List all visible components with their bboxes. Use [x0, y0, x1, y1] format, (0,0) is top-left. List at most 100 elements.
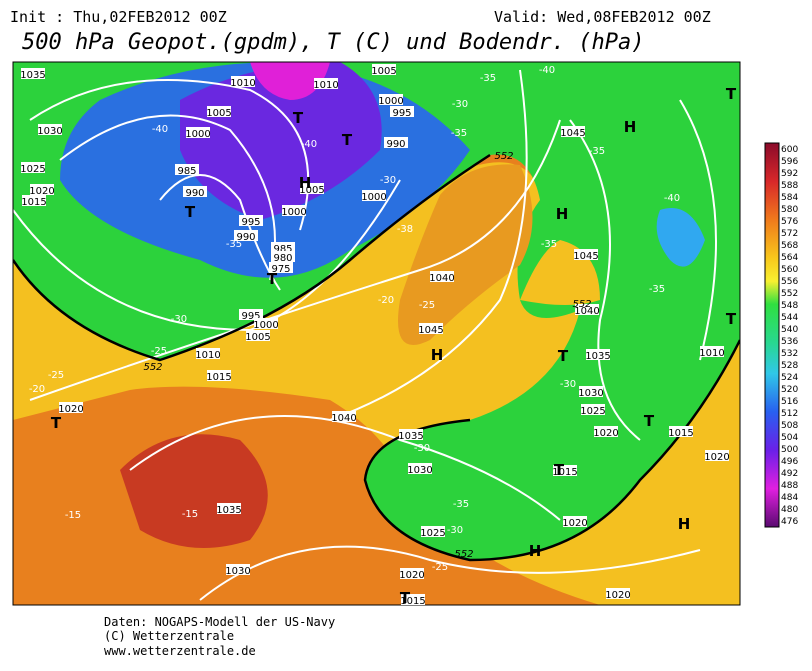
isobar-label: 985	[273, 244, 292, 255]
isobar-label: 1010	[699, 348, 724, 359]
temperature-label: -30	[452, 99, 468, 110]
colorbar-label: 492	[781, 469, 798, 479]
pressure-center: T	[267, 270, 278, 288]
isobar-label-bg	[421, 526, 445, 537]
isobar-label: 1035	[20, 70, 45, 81]
isobar-label-bg	[379, 94, 403, 105]
colorbar-label: 536	[781, 337, 798, 347]
isobar-label-bg	[581, 404, 605, 415]
isobar-label-bg	[282, 205, 306, 216]
isobar-label-bg	[21, 162, 45, 173]
pressure-center: T	[554, 461, 565, 479]
temperature-label: -35	[541, 239, 557, 250]
isobar-label: 1030	[225, 566, 250, 577]
temperature-label: -15	[65, 510, 81, 521]
isobar-label-bg	[606, 588, 630, 599]
isobar-label: 1030	[37, 126, 62, 137]
isobar-label: 1030	[407, 465, 432, 476]
isobar-label-bg	[563, 516, 587, 527]
map-frame	[12, 61, 741, 606]
isobar-label-bg	[271, 251, 295, 262]
isobar-label-bg	[271, 242, 295, 253]
pressure-center: H	[299, 174, 312, 192]
isobar-label-bg	[30, 184, 54, 195]
isobar-label: 995	[241, 217, 260, 228]
isobar-label: 1015	[400, 596, 425, 607]
isobar-label: 1045	[560, 128, 585, 139]
isobar-label-bg	[575, 304, 599, 315]
title: 500 hPa Geopot.(gpdm), T (C) und Bodendr…	[22, 30, 645, 55]
pressure-center: T	[293, 109, 304, 127]
isobar-label-bg	[586, 349, 610, 360]
colorbar-label: 560	[781, 265, 798, 275]
colorbar-label: 540	[781, 325, 798, 335]
colorbar-label: 528	[781, 361, 798, 371]
orange-ridge	[398, 164, 533, 345]
isobar-label-bg	[183, 186, 207, 197]
isobar-label: 1000	[185, 129, 210, 140]
temperature-label: -40	[539, 65, 555, 76]
isobar-label-bg	[579, 386, 603, 397]
pressure-center: T	[644, 412, 655, 430]
init-time: Init : Thu,02FEB2012 00Z	[10, 8, 227, 26]
isobar-label-bg	[669, 426, 693, 437]
isobar-label: 1020	[58, 404, 83, 415]
isobar-label: 975	[271, 264, 290, 275]
height-label: 552	[572, 299, 591, 310]
footer-line: www.wetterzentrale.de	[104, 644, 256, 658]
isobar-label: 990	[386, 139, 405, 150]
pressure-center: T	[726, 85, 737, 103]
pressure-center: T	[342, 131, 353, 149]
isobar-label-bg	[196, 348, 220, 359]
isobar-label: 1020	[605, 590, 630, 601]
colorbar-label: 520	[781, 385, 798, 395]
isobar-label-bg	[705, 450, 729, 461]
colorbar-label: 600	[781, 145, 798, 155]
temperature-label: -15	[182, 509, 198, 520]
isobar-label-bg	[186, 127, 210, 138]
footer-line: (C) Wetterzentrale	[104, 629, 234, 643]
isobar-label: 985	[177, 166, 196, 177]
colorbar-label: 500	[781, 445, 798, 455]
colorbar-label: 596	[781, 157, 798, 167]
warm-core	[120, 434, 268, 548]
temperature-label: -38	[397, 224, 413, 235]
isobar-label: 1020	[399, 570, 424, 581]
isobar-label: 1045	[418, 325, 443, 336]
pressure-center: H	[431, 346, 444, 364]
colorbar-label: 532	[781, 349, 798, 359]
colorbar	[764, 142, 780, 528]
temperature-label: -30	[171, 314, 187, 325]
isobar-label: 1025	[580, 406, 605, 417]
isobar-label-bg	[239, 309, 263, 320]
temperature-label: -35	[480, 73, 496, 84]
temperature-label: -25	[419, 300, 435, 311]
isobar-label-bg	[231, 76, 255, 87]
temperature-label: -35	[649, 284, 665, 295]
isobar-label: 1030	[578, 388, 603, 399]
isobar-label: 990	[185, 188, 204, 199]
colorbar-label: 584	[781, 193, 798, 203]
isobar-label: 1010	[313, 80, 338, 91]
pressure-center: T	[185, 203, 196, 221]
temperature-label: -30	[414, 443, 430, 454]
temperature-label: -30	[447, 525, 463, 536]
height-label: 552	[143, 362, 162, 373]
height-label: 552	[494, 151, 513, 162]
colorbar-label: 488	[781, 481, 798, 491]
colorbar-label: 504	[781, 433, 798, 443]
isobar-label: 1000	[253, 320, 278, 331]
temperature-label: -30	[560, 379, 576, 390]
isobar-label-bg	[175, 164, 199, 175]
isobar-label: 1040	[429, 273, 454, 284]
temperature-label: -35	[453, 499, 469, 510]
colorbar-label: 552	[781, 289, 798, 299]
isobar-label-bg	[419, 323, 443, 334]
isobar-label-bg	[207, 106, 231, 117]
colorbar-label: 556	[781, 277, 798, 287]
isobar-label: 1020	[593, 428, 618, 439]
isobar-label: 1015	[206, 372, 231, 383]
isobar-label-bg	[314, 78, 338, 89]
colorbar-label: 512	[781, 409, 798, 419]
isobar-label: 1020	[29, 186, 54, 197]
